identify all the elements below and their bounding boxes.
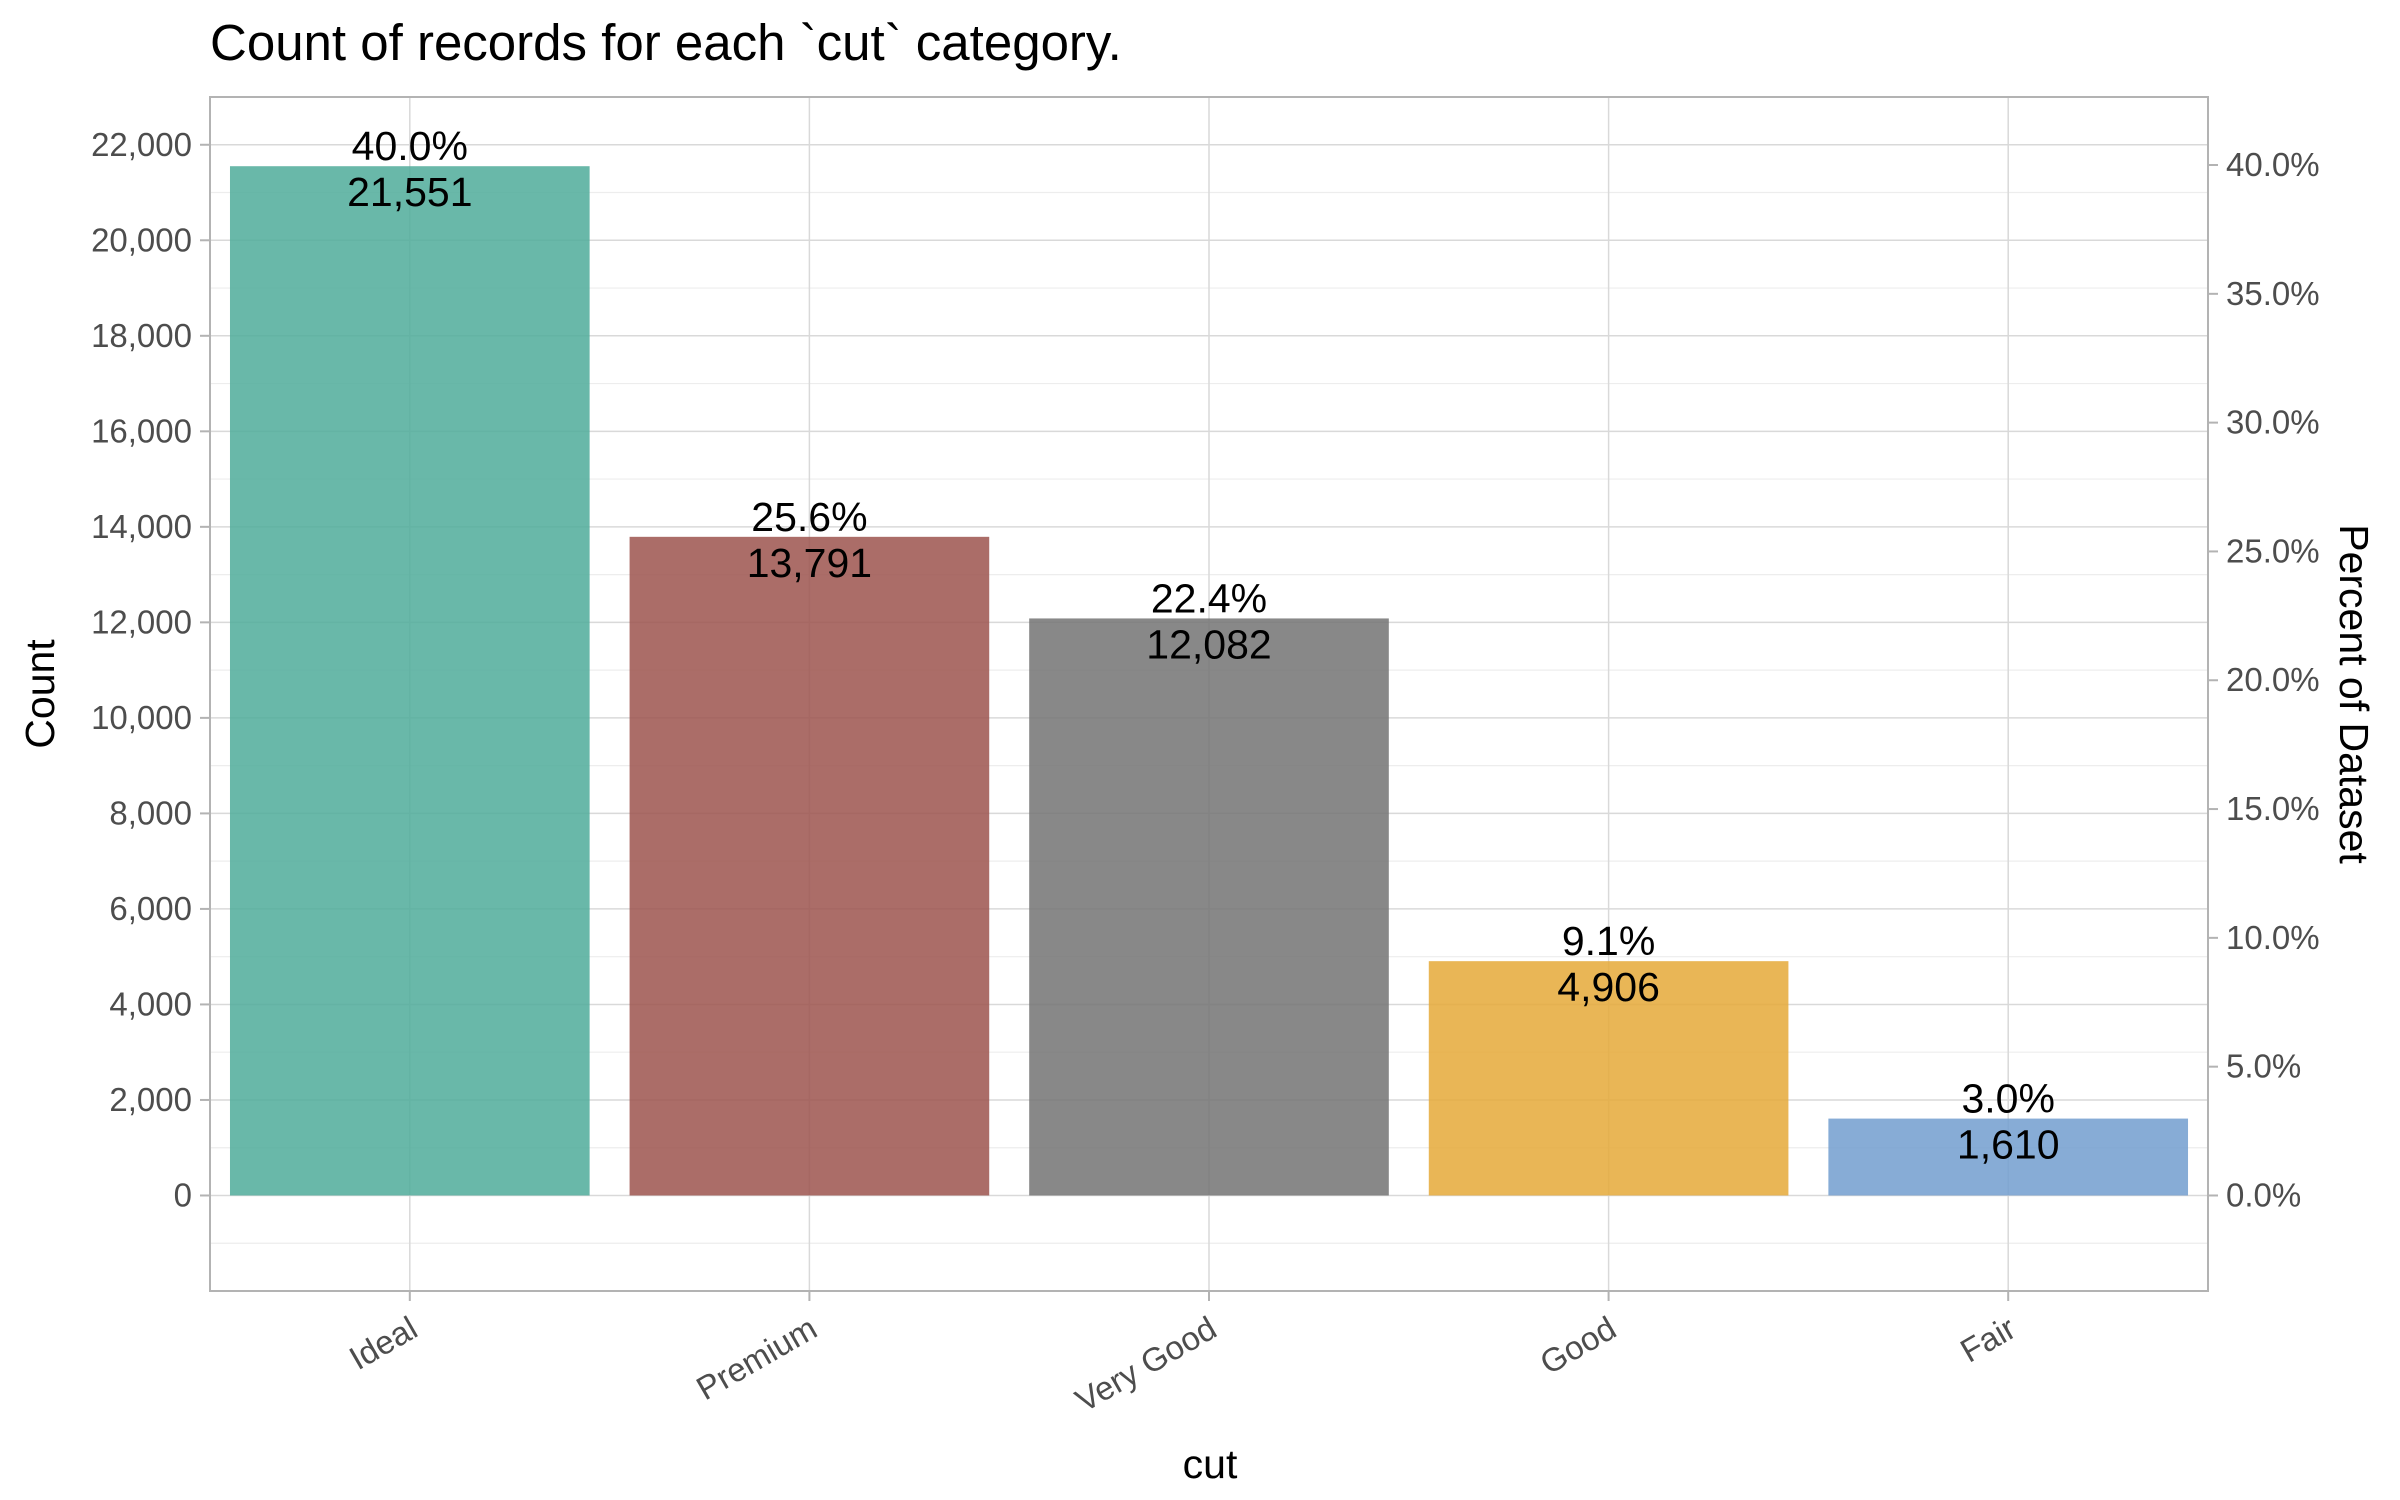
y2-tick-label: 5.0% bbox=[2226, 1048, 2301, 1085]
y2-tick-label: 25.0% bbox=[2226, 532, 2320, 569]
y2-tick-label: 35.0% bbox=[2226, 275, 2320, 312]
bar-percent-label: 22.4% bbox=[1151, 575, 1267, 621]
bar-ideal bbox=[229, 166, 590, 1196]
bar-percent-label: 9.1% bbox=[1562, 918, 1655, 964]
y-tick-label: 12,000 bbox=[91, 603, 192, 640]
y-tick-label: 8,000 bbox=[109, 794, 192, 831]
y-tick-label: 20,000 bbox=[91, 221, 192, 258]
y-tick-label: 6,000 bbox=[109, 890, 192, 927]
data-labels: 40.0%21,551 25.6%13,791 22.4%12,082 9.1%4,9… bbox=[347, 123, 2059, 1167]
y2-tick-label: 10.0% bbox=[2226, 919, 2320, 956]
bar-premium bbox=[629, 536, 990, 1196]
bar-very-good bbox=[1029, 618, 1389, 1196]
bar-good bbox=[1428, 961, 1789, 1196]
bar-count-label: 13,791 bbox=[747, 540, 872, 586]
y-tick-label: 16,000 bbox=[91, 412, 192, 449]
y2-tick-label: 20.0% bbox=[2226, 661, 2320, 698]
y2-tick-label: 30.0% bbox=[2226, 404, 2320, 441]
bar-count-label: 4,906 bbox=[1557, 964, 1660, 1010]
x-tick-label: Good bbox=[1534, 1309, 1622, 1381]
bars bbox=[229, 166, 2189, 1196]
x-tick-label: Ideal bbox=[343, 1309, 423, 1377]
bar-percent-label: 25.6% bbox=[751, 494, 867, 540]
y2-tick-label: 15.0% bbox=[2226, 790, 2320, 827]
bar-count-label: 12,082 bbox=[1146, 621, 1271, 667]
bar-fair bbox=[1828, 1118, 2189, 1196]
bar-percent-label: 3.0% bbox=[1961, 1076, 2054, 1122]
x-tick-label: Premium bbox=[690, 1309, 823, 1407]
y-tick-label: 14,000 bbox=[91, 508, 192, 545]
y-axis-title: Count bbox=[17, 639, 63, 749]
y2-tick-label: 40.0% bbox=[2226, 146, 2320, 183]
x-tick-label: Fair bbox=[1954, 1309, 2022, 1369]
bar-count-label: 1,610 bbox=[1957, 1122, 2060, 1168]
y2-axis-title: Percent of Dataset bbox=[2331, 524, 2377, 864]
x-tick-label: Very Good bbox=[1069, 1309, 1223, 1419]
chart-title: Count of records for each `cut` category… bbox=[210, 14, 1122, 71]
y-tick-label: 18,000 bbox=[91, 317, 192, 354]
y-tick-label: 4,000 bbox=[109, 985, 192, 1022]
bar-percent-label: 40.0% bbox=[352, 123, 468, 169]
bar-count-label: 21,551 bbox=[347, 169, 472, 215]
x-axis-title: cut bbox=[1183, 1441, 1238, 1487]
y-tick-label: 22,000 bbox=[91, 126, 192, 163]
y2-tick-label: 0.0% bbox=[2226, 1176, 2301, 1213]
y-tick-label: 2,000 bbox=[109, 1081, 192, 1118]
y-tick-label: 10,000 bbox=[91, 699, 192, 736]
y-tick-label: 0 bbox=[174, 1176, 192, 1213]
